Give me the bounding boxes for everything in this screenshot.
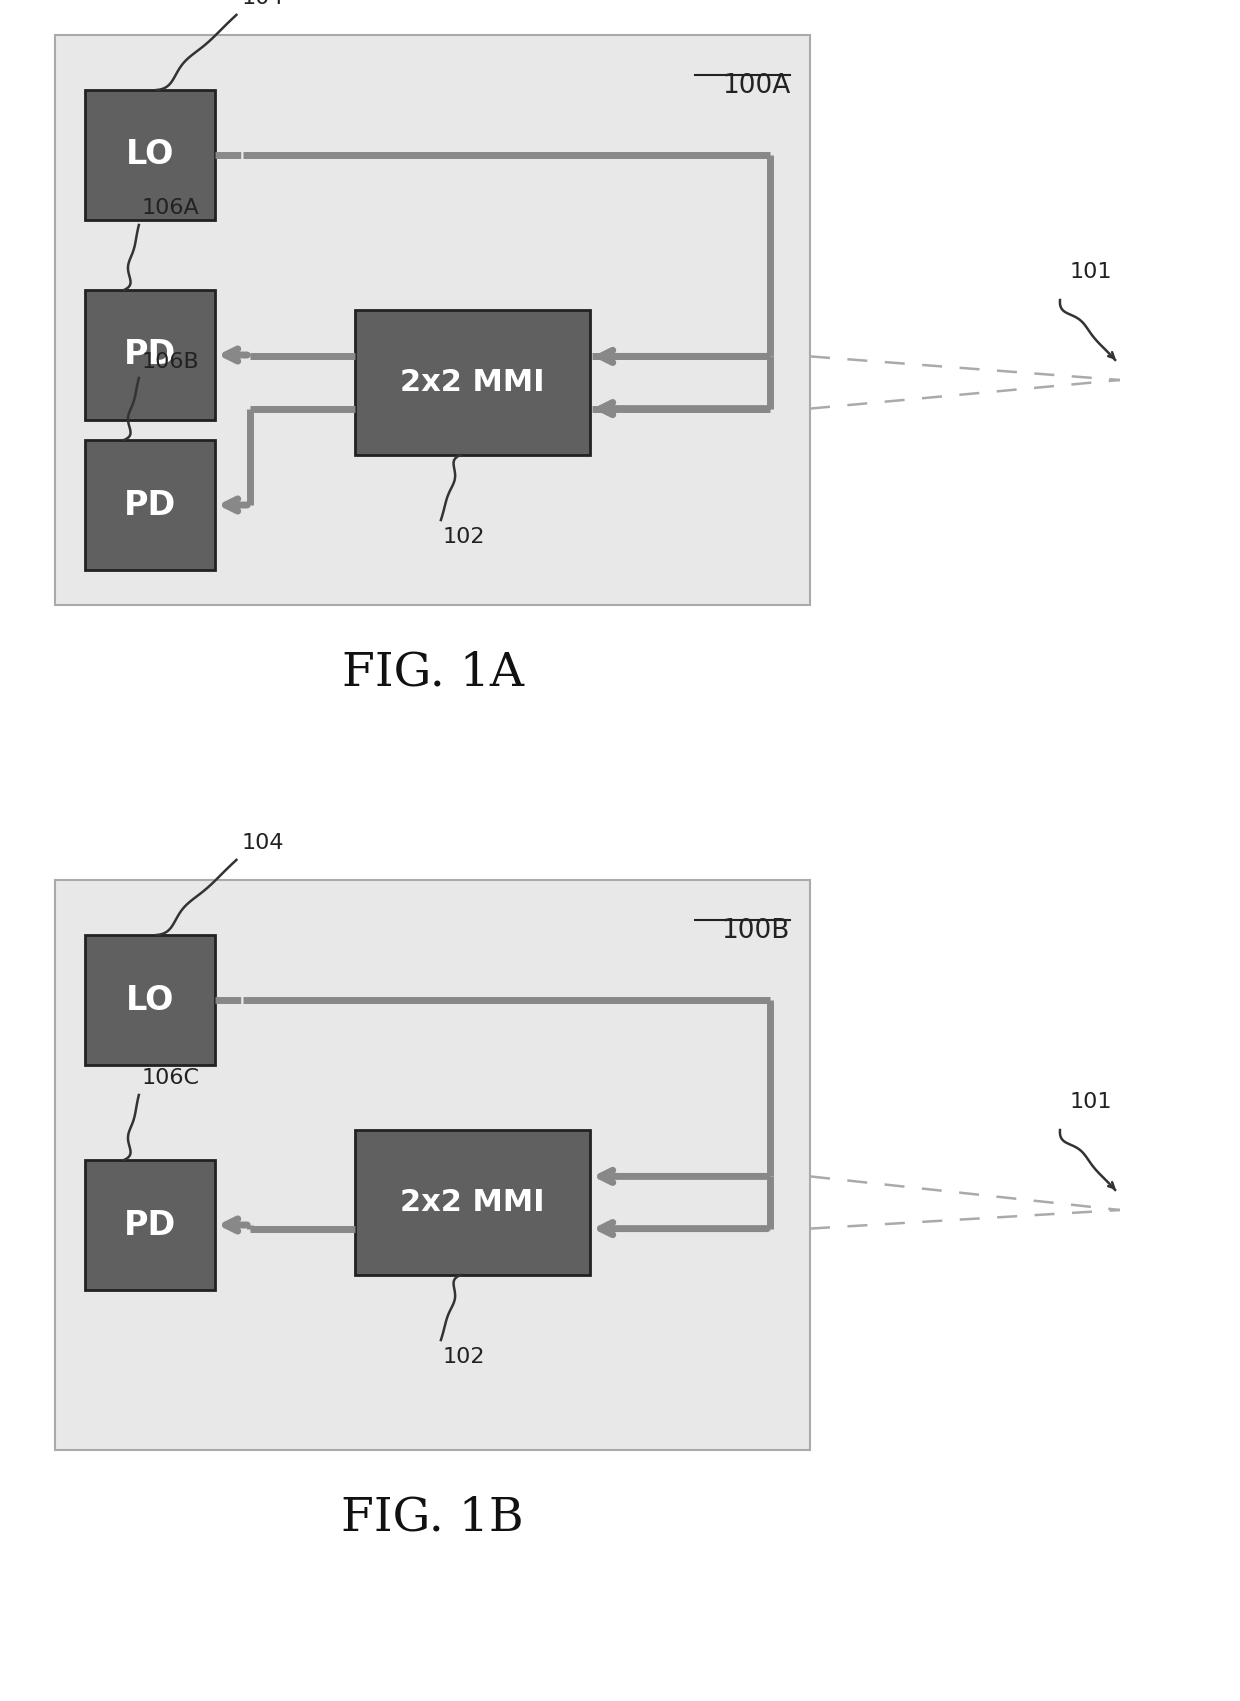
Bar — [55, 879, 810, 1449]
Text: 101: 101 — [1070, 262, 1112, 282]
Text: 104: 104 — [242, 0, 284, 9]
Text: 2x2 MMI: 2x2 MMI — [401, 1187, 544, 1216]
Bar — [86, 441, 215, 570]
Bar — [86, 1160, 215, 1289]
Text: 102: 102 — [443, 1347, 485, 1368]
Text: FIG. 1B: FIG. 1B — [341, 1495, 523, 1541]
Bar — [86, 90, 215, 219]
Bar — [55, 36, 810, 606]
Bar — [355, 310, 590, 454]
Bar — [355, 1129, 590, 1276]
Text: 102: 102 — [443, 527, 485, 548]
Text: LO: LO — [125, 983, 174, 1017]
Text: 2x2 MMI: 2x2 MMI — [401, 367, 544, 396]
Text: LO: LO — [125, 138, 174, 172]
Text: PD: PD — [124, 338, 176, 371]
Text: PD: PD — [124, 488, 176, 522]
Text: 106C: 106C — [143, 1068, 200, 1089]
Text: 101: 101 — [1070, 1092, 1112, 1112]
Text: 104: 104 — [242, 833, 284, 852]
Text: PD: PD — [124, 1208, 176, 1242]
Bar — [86, 936, 215, 1065]
Text: 106A: 106A — [143, 197, 200, 218]
Text: FIG. 1A: FIG. 1A — [341, 650, 523, 696]
Bar — [86, 289, 215, 420]
Text: 100B: 100B — [722, 919, 790, 944]
Text: 100A: 100A — [722, 73, 790, 99]
Text: 106B: 106B — [143, 352, 200, 373]
